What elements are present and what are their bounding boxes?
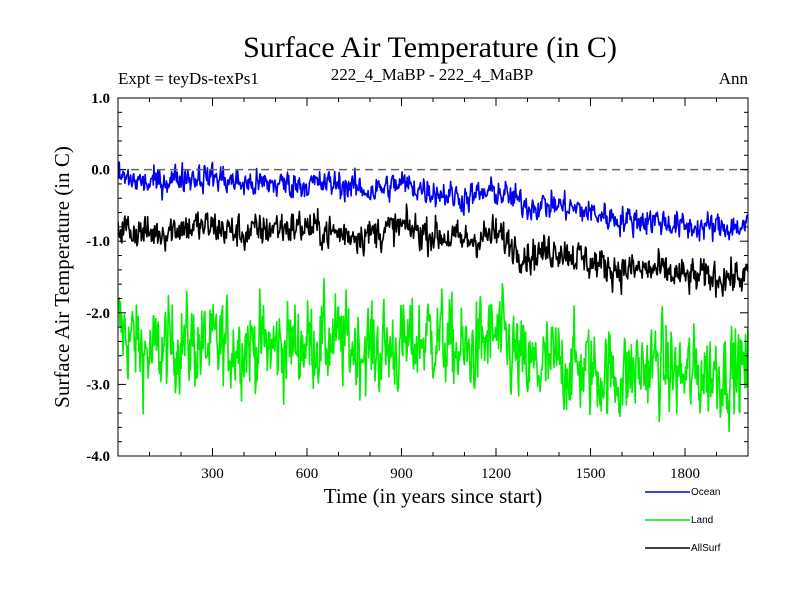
y-tick-label: -4.0 xyxy=(86,449,110,465)
comparison-label: 222_4_MaBP - 222_4_MaBP xyxy=(331,65,533,84)
y-tick-label: -3.0 xyxy=(86,377,110,393)
y-tick-label: 0.0 xyxy=(91,163,110,179)
x-tick-label: 1800 xyxy=(670,466,700,482)
y-tick-label: -1.0 xyxy=(86,234,110,250)
y-tick-label: -2.0 xyxy=(86,306,110,322)
legend: Ocean Land AllSurf xyxy=(645,487,721,554)
y-axis-label: Surface Air Temperature (in C) xyxy=(50,146,74,408)
x-tick-label: 300 xyxy=(201,466,224,482)
legend-label-allsurf: AllSurf xyxy=(691,543,721,554)
chart-title: Surface Air Temperature (in C) xyxy=(243,31,617,64)
series-layer xyxy=(118,161,748,433)
y-tick-label: 1.0 xyxy=(91,91,110,107)
x-tick-label: 1200 xyxy=(481,466,511,482)
x-tick-label: 1500 xyxy=(576,466,606,482)
x-axis-label: Time (in years since start) xyxy=(324,484,543,508)
axis-layer: 300 600 900 1200 1500 1800 1.0 0.0 -1.0 -2.0 -3.0 -… xyxy=(86,91,748,482)
season-label: Ann xyxy=(719,69,749,88)
plot-frame xyxy=(117,97,749,457)
series-line-land xyxy=(118,277,748,433)
experiment-label: Expt = teyDs-texPs1 xyxy=(118,69,259,88)
series-line-ocean xyxy=(118,161,748,243)
series-line-allsurf xyxy=(118,203,748,298)
x-tick-label: 900 xyxy=(390,466,413,482)
legend-label-ocean: Ocean xyxy=(691,487,720,498)
x-tick-label: 600 xyxy=(296,466,319,482)
legend-label-land: Land xyxy=(691,515,713,526)
